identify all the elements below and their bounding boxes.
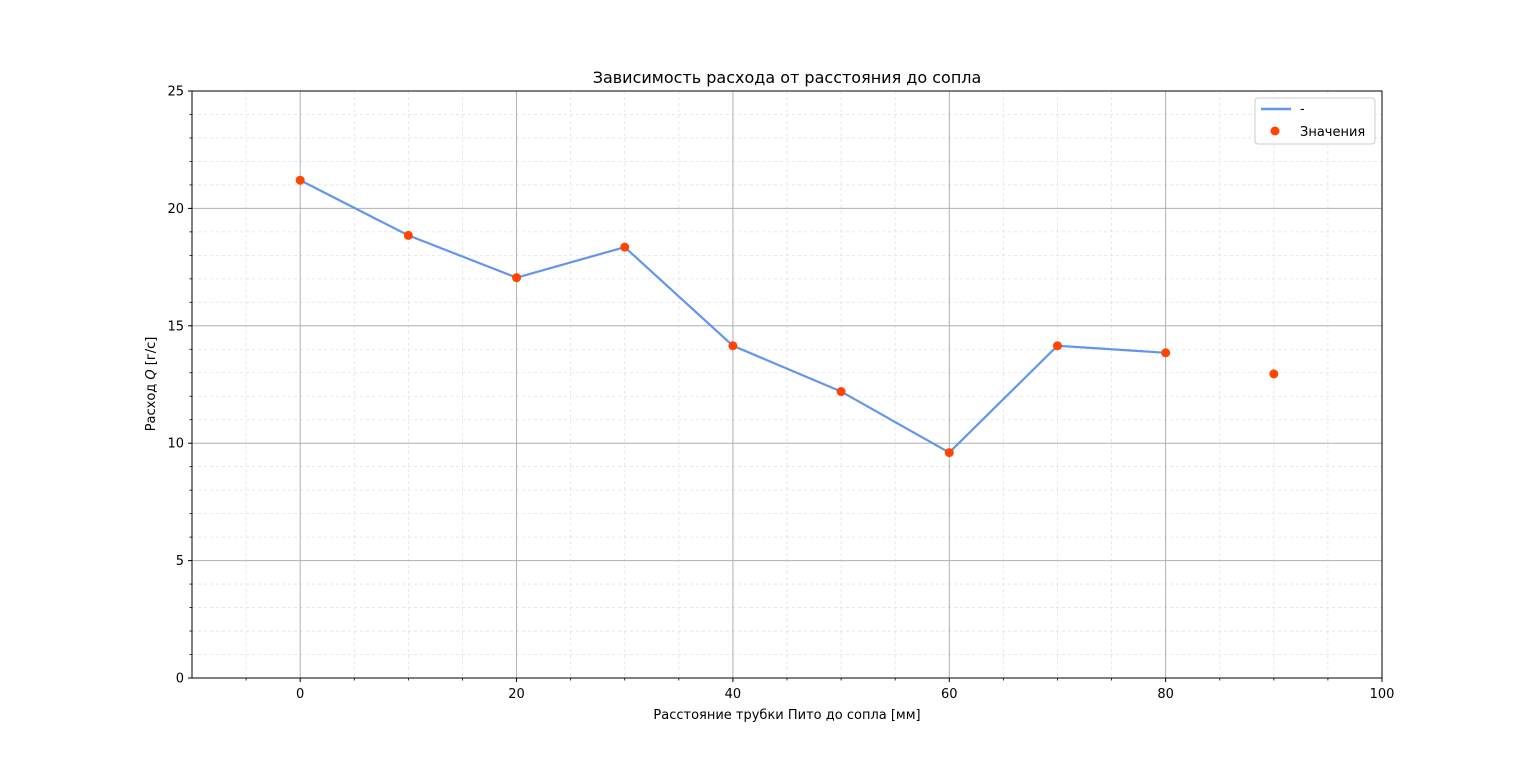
legend-scatter-swatch [1270, 126, 1280, 136]
y-axis-ticks: 0 5 10 15 20 25 [167, 85, 192, 687]
data-point [728, 341, 738, 351]
data-point [1161, 348, 1171, 358]
data-point [403, 230, 413, 240]
x-axis-title: Расстояние трубки Пито до сопла [мм] [653, 708, 920, 723]
x-tick-label: 40 [725, 687, 742, 702]
data-point [620, 242, 630, 252]
y-tick-label: 0 [176, 672, 184, 687]
x-tick-label: 20 [508, 687, 525, 702]
x-tick-label: 0 [296, 687, 304, 702]
x-tick-label: 80 [1157, 687, 1174, 702]
major-grid [192, 91, 1382, 678]
data-point [295, 175, 305, 185]
data-point [512, 273, 522, 283]
legend: - Значения [1254, 97, 1376, 145]
legend-line-label: - [1300, 102, 1305, 117]
y-axis-title: Расход Q [г/с] [144, 337, 159, 432]
data-point [836, 387, 846, 397]
x-tick-label: 100 [1370, 687, 1395, 702]
y-tick-label: 15 [167, 319, 184, 334]
x-tick-label: 60 [941, 687, 958, 702]
data-point [944, 448, 954, 458]
y-tick-label: 20 [167, 202, 184, 217]
legend-scatter-label: Значения [1300, 125, 1365, 140]
data-point [1269, 369, 1279, 379]
minor-grid [192, 91, 1382, 678]
y-tick-label: 10 [167, 437, 184, 452]
x-axis-ticks: 0 20 40 60 80 100 [245, 678, 1395, 702]
y-axis-title-variable: Q [144, 369, 159, 379]
series-layer [295, 175, 1279, 458]
data-point [1052, 341, 1062, 351]
chart-title: Зависимость расхода от расстояния до соп… [593, 68, 982, 87]
y-axis-title-suffix: [г/с] [144, 337, 159, 370]
y-axis-title-prefix: Расход [144, 380, 159, 432]
y-tick-label: 25 [167, 85, 184, 100]
y-tick-label: 5 [176, 554, 184, 569]
